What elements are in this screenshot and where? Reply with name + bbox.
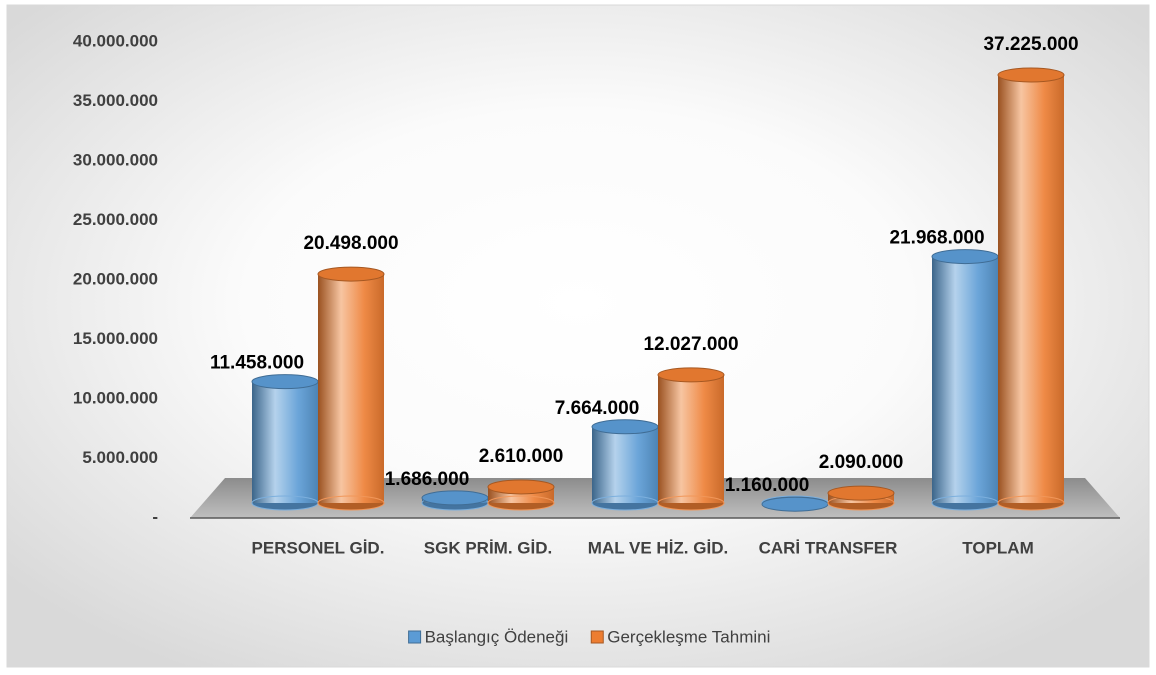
x-tick-label: CARİ TRANSFER: [759, 538, 898, 557]
x-tick-label: SGK PRİM. GİD.: [424, 538, 552, 557]
value-label: 2.090.000: [819, 452, 904, 473]
cylinder-top: [931, 249, 999, 265]
legend-swatch: [408, 630, 422, 644]
cylinder: [657, 367, 725, 511]
y-tick-label: 30.000.000: [73, 150, 158, 169]
cylinder: [317, 266, 385, 511]
cylinder-bottom-edge: [317, 495, 385, 511]
cylinder-top: [761, 496, 829, 512]
cylinder-body: [252, 381, 318, 503]
value-label: 7.664.000: [555, 398, 640, 419]
cylinder-body: [318, 274, 384, 503]
cylinder: [487, 479, 555, 511]
legend-swatch: [590, 630, 604, 644]
cylinder-top: [657, 367, 725, 383]
cylinder-top: [251, 374, 319, 390]
cylinder: [591, 419, 659, 511]
cylinder: [997, 67, 1065, 511]
y-tick-label: 15.000.000: [73, 329, 158, 348]
y-tick-label: 10.000.000: [73, 388, 158, 407]
legend-label: Başlangıç Ödeneği: [425, 627, 569, 646]
cylinder-body: [998, 75, 1064, 504]
y-tick-label: 40.000.000: [73, 31, 158, 50]
value-label: 20.498.000: [303, 233, 398, 254]
y-tick-label: 35.000.000: [73, 91, 158, 110]
cylinder: [931, 249, 999, 511]
cylinder: [761, 495, 829, 512]
cylinder-top: [591, 419, 659, 435]
y-tick-label: 5.000.000: [82, 448, 158, 467]
value-label: 11.458.000: [210, 353, 304, 374]
cylinder-bottom-edge: [997, 495, 1065, 511]
value-label: 21.968.000: [889, 228, 984, 249]
value-label: 2.610.000: [479, 446, 564, 467]
x-tick-label: TOPLAM: [962, 538, 1033, 557]
cylinder-body: [932, 256, 998, 503]
value-label: 1.686.000: [385, 469, 470, 490]
y-tick-label: 25.000.000: [73, 210, 158, 229]
cylinder-top: [827, 485, 895, 501]
cylinder: [827, 485, 895, 511]
x-tick-label: MAL VE HİZ. GİD.: [588, 538, 728, 557]
cylinder-top: [317, 266, 385, 282]
value-label: 1.160.000: [725, 475, 810, 496]
value-label: 37.225.000: [983, 34, 1078, 55]
y-tick-label: 20.000.000: [73, 269, 158, 288]
cylinder-top: [487, 479, 555, 495]
cylinder: [251, 374, 319, 511]
cylinder-bottom-edge: [657, 495, 725, 511]
cylinder-top: [421, 490, 489, 506]
x-tick-label: PERSONEL GİD.: [252, 538, 385, 557]
cylinder-bottom-edge: [487, 495, 555, 511]
cylinder-body: [592, 426, 658, 503]
cylinder-top: [997, 67, 1065, 83]
value-label: 12.027.000: [643, 334, 738, 355]
cylinder-body: [658, 374, 724, 503]
legend-label: Gerçekleşme Tahmini: [607, 627, 770, 646]
y-tick-label: -: [152, 507, 158, 526]
cylinder: [421, 490, 489, 511]
